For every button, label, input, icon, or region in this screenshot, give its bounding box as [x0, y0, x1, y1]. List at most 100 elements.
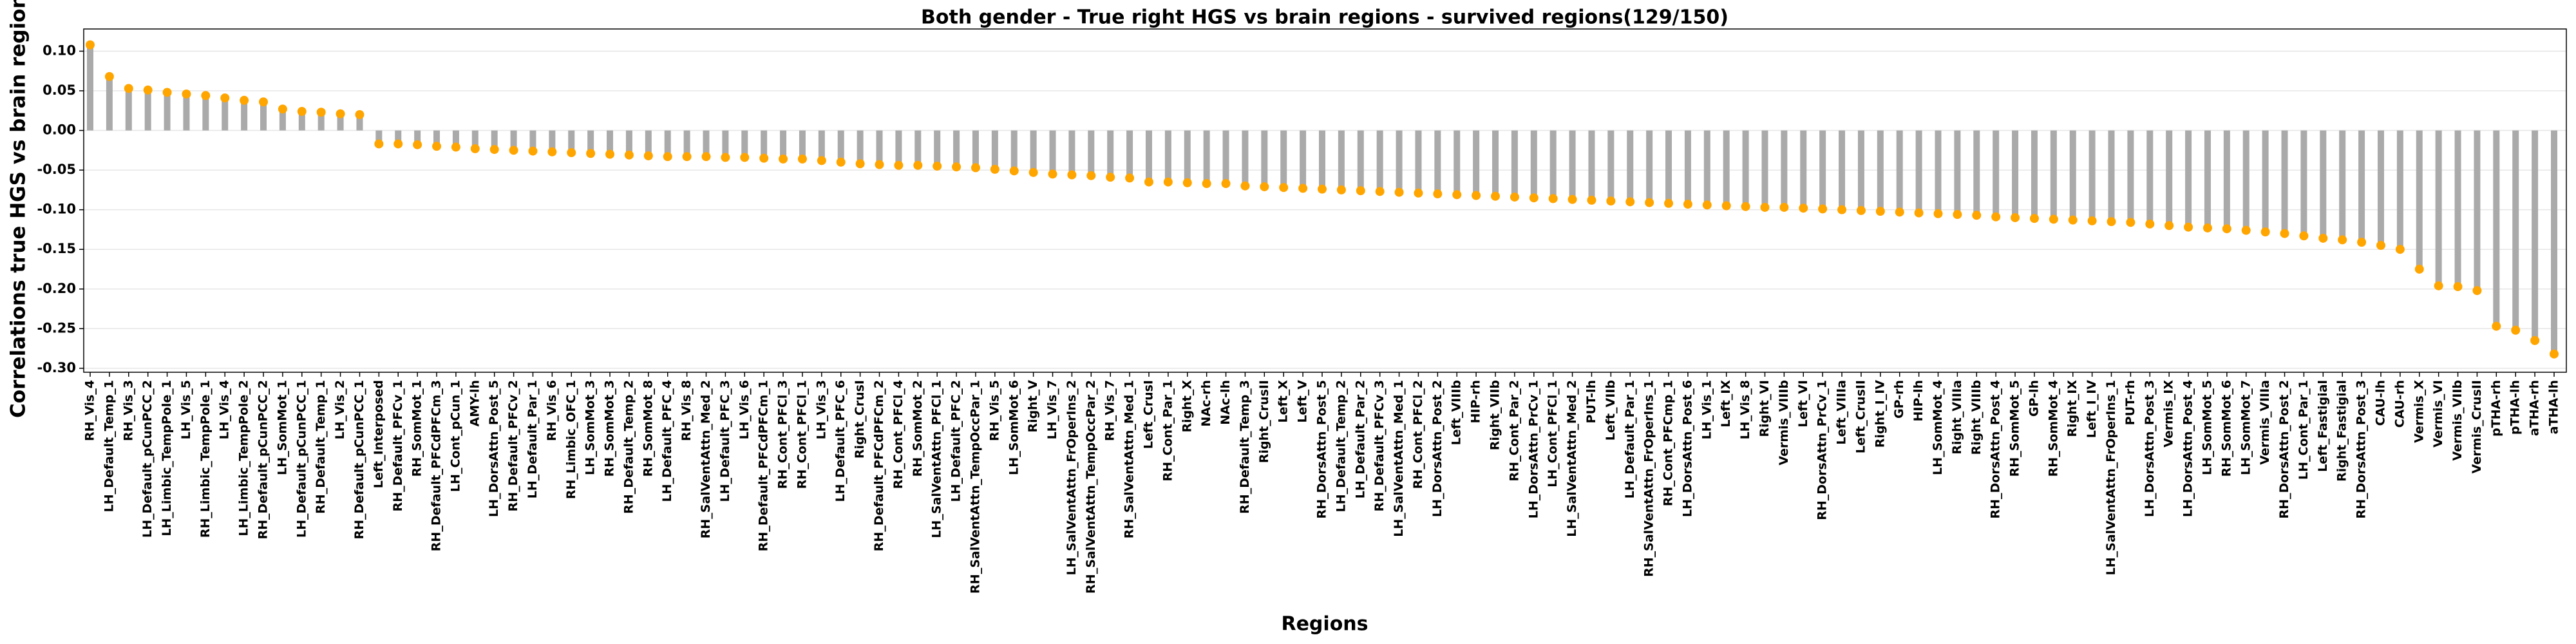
bar: [607, 130, 614, 155]
x-tick-label: LH_Default_pCunPCC_1: [294, 380, 308, 538]
marker: [1510, 192, 1519, 202]
bar: [1569, 130, 1576, 200]
bar: [1454, 130, 1461, 195]
bar: [761, 130, 768, 158]
bar: [2262, 130, 2269, 232]
bar: [2512, 130, 2519, 330]
bar: [2493, 130, 2500, 327]
bar: [317, 112, 325, 131]
marker: [1009, 166, 1019, 176]
bar: [298, 111, 305, 131]
marker: [1779, 202, 1789, 212]
marker: [1837, 205, 1847, 214]
bar: [2281, 130, 2288, 234]
marker: [2126, 218, 2136, 227]
marker: [2107, 217, 2116, 227]
x-tick-label: LH_Default_PFC_4: [660, 380, 674, 502]
x-tick-label: RH_Limbic_OFC_1: [564, 380, 578, 499]
bar: [1781, 130, 1788, 207]
bar: [1549, 130, 1557, 199]
bar: [1357, 130, 1364, 191]
marker: [2222, 224, 2231, 234]
x-tick-label: Right_VIIb: [1488, 380, 1502, 450]
marker: [143, 85, 153, 95]
bar: [222, 98, 229, 131]
x-tick-label: LH_SalVentAttn_Med_1: [1392, 380, 1406, 537]
bar: [529, 130, 536, 151]
marker: [1240, 181, 1250, 191]
bar: [1203, 130, 1210, 184]
bar: [1184, 130, 1191, 183]
marker: [162, 88, 172, 97]
x-tick-label: Left_VIIIb: [1450, 380, 1464, 445]
marker: [740, 153, 750, 162]
x-tick-label: LH_Cont_pCun_1: [448, 380, 462, 492]
marker: [1298, 184, 1308, 193]
x-tick-label: pTHA-rh: [2489, 380, 2503, 437]
bar: [2050, 130, 2057, 220]
marker: [2241, 225, 2251, 235]
marker: [586, 149, 596, 158]
marker: [894, 160, 904, 170]
bar: [1145, 130, 1152, 182]
bar: [1896, 130, 1903, 213]
marker: [1741, 202, 1750, 211]
marker: [2530, 336, 2540, 345]
bar: [2031, 130, 2038, 219]
marker: [990, 164, 999, 174]
marker: [1318, 184, 1327, 194]
marker: [2068, 215, 2078, 225]
bar: [1338, 130, 1345, 190]
x-tick-label: RH_Default_pCunPCC_1: [352, 380, 366, 540]
marker: [1625, 197, 1635, 207]
x-tick-label: GP-lh: [2027, 380, 2041, 417]
marker: [1067, 170, 1077, 180]
x-tick-label: LH_Limbic_TempPole_1: [160, 380, 174, 536]
bar: [202, 95, 209, 131]
x-tick-label: Left_CrusII: [1853, 380, 1868, 453]
bar: [2454, 130, 2461, 287]
marker: [1548, 194, 1558, 204]
marker: [1895, 207, 1904, 217]
x-tick-label: PUT-rh: [2123, 380, 2137, 425]
bar: [2435, 130, 2442, 286]
bar: [876, 130, 883, 165]
bar: [2012, 130, 2019, 218]
x-tick-label: RH_DorsAttn_Post_2: [2277, 380, 2291, 519]
bar: [241, 100, 248, 131]
x-tick-label: Right_IX: [2065, 380, 2079, 437]
bar: [664, 130, 671, 157]
x-tick-label: NAc-rh: [1199, 380, 1213, 427]
x-tick-label: RH_Default_PFCv_2: [506, 380, 520, 511]
marker: [1683, 200, 1692, 209]
bar: [1684, 130, 1691, 205]
bar: [837, 130, 844, 162]
marker: [2087, 216, 2097, 225]
bar: [87, 44, 93, 131]
bar: [1300, 130, 1307, 189]
bar: [1473, 130, 1480, 196]
x-tick-label: RH_Limbic_TempPole_1: [198, 380, 213, 538]
x-tick-label: RH_SalVentAttn_Med_1: [1122, 380, 1137, 538]
bar: [1993, 130, 2000, 217]
y-axis-title: Correlations true HGS vs brain regions: [7, 0, 30, 418]
bar: [895, 130, 902, 166]
x-tick-label: LH_SalVentAttn_Med_2: [1565, 380, 1579, 537]
marker: [2338, 235, 2347, 245]
bar: [2223, 130, 2230, 229]
marker: [779, 154, 788, 164]
x-tick-label: RH_SalVentAttn_FrOperIns_1: [1642, 380, 1656, 577]
x-tick-label: aTHA-lh: [2547, 380, 2561, 434]
bar: [1877, 130, 1884, 212]
x-tick-label: Right_I_IV: [1873, 380, 1887, 448]
marker: [1472, 191, 1481, 200]
marker: [2011, 213, 2020, 222]
bar: [1319, 130, 1325, 189]
x-tick-label: LH_Default_Temp_2: [1334, 380, 1348, 512]
bar: [1242, 130, 1249, 186]
x-tick-label: NAc-lh: [1218, 380, 1233, 425]
x-tick-label: RH_SomMot_6: [2219, 380, 2233, 477]
marker: [2184, 222, 2193, 232]
bar: [510, 130, 517, 151]
marker: [1953, 210, 1962, 220]
